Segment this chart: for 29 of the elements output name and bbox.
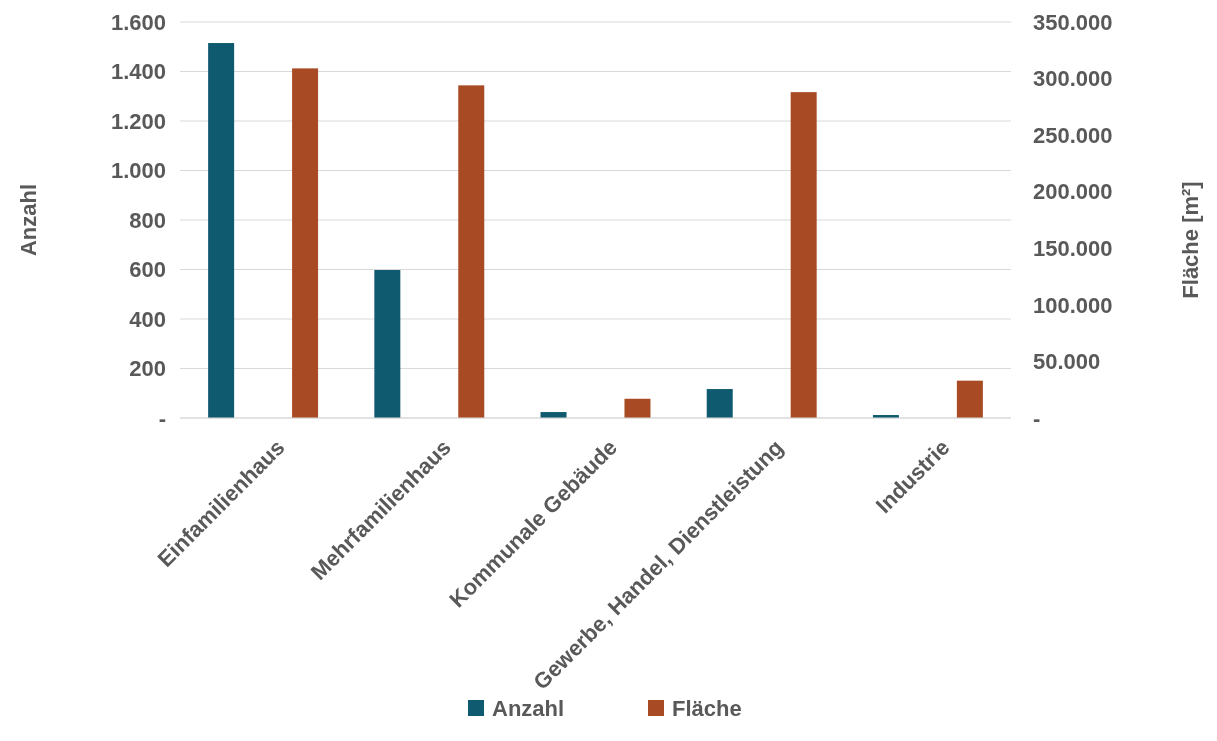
bar	[208, 43, 235, 418]
y2-axis-title: Fläche [m²]	[1178, 181, 1203, 299]
y-tick-label: 800	[129, 207, 166, 233]
y2-tick-label: 350.000	[1033, 9, 1113, 35]
bar	[624, 398, 651, 418]
bar	[790, 92, 817, 418]
bar	[292, 68, 319, 418]
y-tick-label: 1.600	[110, 9, 166, 35]
y2-tick-label: 100.000	[1033, 292, 1113, 318]
y-tick-label: 1.000	[110, 158, 166, 184]
y-tick-label: 1.200	[110, 108, 166, 134]
y-tick-label: 400	[129, 306, 166, 332]
y2-tick-label: 50.000	[1033, 349, 1101, 375]
y-tick-label: 1.400	[110, 59, 166, 85]
bar	[706, 389, 733, 418]
bar	[374, 270, 401, 418]
y2-tick-label: 200.000	[1033, 179, 1113, 205]
y2-tick-label: 250.000	[1033, 122, 1113, 148]
y-tick-label: 200	[129, 356, 166, 382]
y2-tick-label: 150.000	[1033, 235, 1113, 261]
bar	[458, 85, 485, 418]
bar	[956, 380, 983, 418]
y-axis-title: Anzahl	[16, 183, 41, 257]
y2-tick-label: 300.000	[1033, 66, 1113, 92]
legend-label: Anzahl	[492, 695, 565, 721]
y2-tick-label: -	[1033, 405, 1041, 431]
y-tick-label: 600	[129, 257, 166, 283]
legend-label: Fläche	[672, 695, 742, 721]
y-tick-label: -	[158, 405, 166, 431]
